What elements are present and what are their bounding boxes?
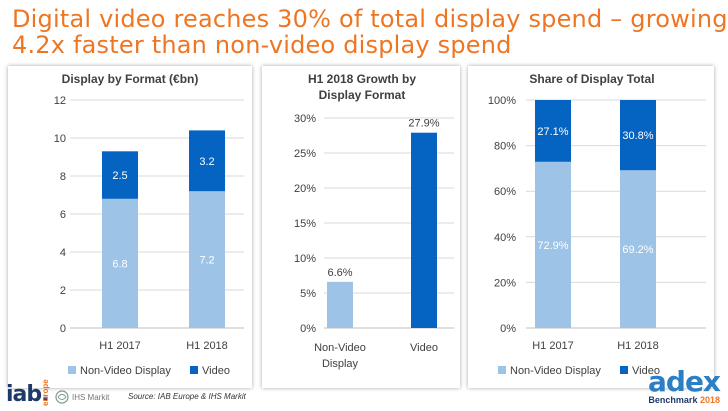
y-tick-label: 0% [500,323,516,335]
bar-video [189,130,225,192]
page-title: Digital video reaches 30% of total displ… [12,5,728,59]
y-tick-label: 5% [300,288,316,300]
legend-label: Video [202,365,230,377]
x-tick-label: Non-Video [314,342,366,354]
title-line-2: 4.2x faster than non-video display spend [12,31,512,59]
y-tick-label: 8 [60,171,66,183]
iab-europe-logo: iab. [6,382,49,407]
y-tick-label: 0 [60,323,66,335]
y-tick-label: 30% [294,113,316,125]
bar-video [620,100,656,171]
data-label: 7.2 [199,255,214,267]
chart-panel-growth-by-format: H1 2018 Growth by Display Format 0% 5% 10% 15… [262,66,460,388]
bar-non-video [620,170,656,328]
x-tick-label: H1 2018 [186,340,228,352]
y-tick-label: 10% [294,253,316,265]
y-tick-label: 20% [294,183,316,195]
bar-non-video [102,198,138,328]
y-tick-label: 60% [494,186,516,198]
y-tick-label: 15% [294,218,316,230]
chart-title-line: Display Format [319,88,406,102]
data-label: 30.8% [622,130,653,142]
chart-title-line: H1 2018 Growth by [308,72,416,86]
y-tick-label: 12 [54,95,66,107]
y-tick-label: 6 [60,209,66,221]
adex-year-text: 2018 [699,395,720,405]
data-label: 27.1% [537,126,568,138]
bar-video [535,100,571,162]
data-label: 27.9% [408,118,439,130]
data-label: 3.2 [199,156,214,168]
chart-growth-by-format: H1 2018 Growth by Display Format 0% 5% 10% 15… [294,72,454,370]
adex-benchmark-text: Benchmark [648,395,698,405]
footer: iab. europe IHS Markit Source: IAB Europ… [0,368,728,411]
data-label: 72.9% [537,240,568,252]
title-line-1: Digital video reaches 30% of total displ… [12,5,728,33]
ihs-markit-logo: IHS Markit [55,390,109,404]
adex-benchmark-logo: adex Benchmark 2018 [648,365,721,406]
x-tick-label: H1 2017 [532,340,574,352]
chart-title: Display by Format (€bn) [62,72,199,86]
adex-logo-text: adex [648,365,721,398]
chart-title: Share of Display Total [529,72,654,86]
legend-swatch [190,366,198,374]
y-tick-label: 80% [494,141,516,153]
data-label: 6.8 [112,258,127,270]
y-tick-label: 20% [494,277,516,289]
legend-label: Video [632,365,660,377]
y-tick-label: 4 [60,247,66,259]
legend-swatch [68,366,76,374]
x-tick-label: H1 2018 [617,340,659,352]
iab-europe-logo-sub: europe [41,379,50,406]
data-label: 6.6% [327,267,352,279]
y-tick-label: 40% [494,232,516,244]
legend-swatch [498,366,506,374]
iab-logo-text: iab. [6,382,49,407]
ihs-markit-text: IHS Markit [72,392,110,402]
legend-label: Non-Video Display [80,365,171,377]
chart-share-of-display: Share of Display Total 0% 20% 40% 60% 80% 100%… [488,72,706,377]
legend-swatch [620,366,628,374]
y-tick-label: 25% [294,148,316,160]
y-tick-label: 10 [54,133,66,145]
y-tick-label: 2 [60,285,66,297]
bar-non-video [535,161,571,328]
source-note: Source: IAB Europe & IHS Markit [128,392,246,401]
chart-panel-display-by-format: Display by Format (€bn) 0 2 4 6 8 10 12 6.8 2.5 H1… [8,66,252,388]
data-label: 69.2% [622,244,653,256]
chart-panel-share-of-display: Share of Display Total 0% 20% 40% 60% 80% 100%… [468,66,714,388]
ihs-markit-icon [55,390,69,404]
legend-label: Non-Video Display [510,365,601,377]
x-tick-label: Video [410,342,438,354]
y-tick-label: 100% [488,95,516,107]
adex-logo-sub: Benchmark 2018 [648,395,720,405]
chart-display-by-format: Display by Format (€bn) 0 2 4 6 8 10 12 6.8 2.5 H1… [54,72,244,377]
data-label: 2.5 [112,170,127,182]
bar-video [411,132,437,328]
x-tick-label: Display [322,358,359,370]
bar-non-video [189,191,225,328]
x-tick-label: H1 2017 [99,340,141,352]
y-tick-label: 0% [300,323,316,335]
bar-non-video [327,281,353,328]
bar-video [102,151,138,199]
